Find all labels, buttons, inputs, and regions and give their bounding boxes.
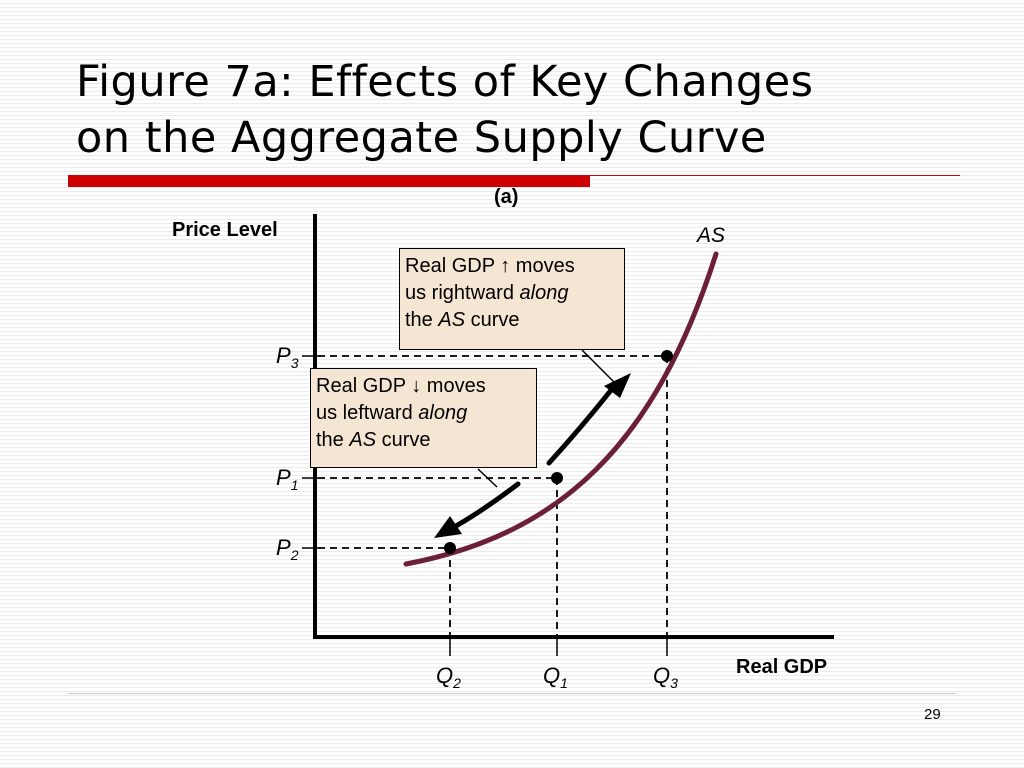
callout-leftward-line3: the AS curve (316, 429, 431, 451)
as-curve (403, 251, 719, 567)
callout-leftward-line1: Real GDP ↓ moves (316, 375, 486, 397)
price-label-p1: P1 (276, 465, 299, 493)
price-label-p3: P3 (276, 343, 299, 371)
y-axis-label: Price Level (172, 219, 278, 241)
x-axis-label: Real GDP (736, 656, 828, 678)
slide-title: Figure 7a: Effects of Key Changes on the… (76, 54, 976, 166)
title-underline-accent (68, 175, 590, 187)
callout-rightward-line1: Real GDP ↑ moves (405, 255, 575, 277)
callout-rightward-line3: the AS curve (405, 309, 520, 331)
title-line-1: Figure 7a: Effects of Key Changes (76, 57, 814, 107)
arrow-rightward-along (546, 373, 631, 466)
point-p3-q3 (661, 350, 673, 362)
callout-rightward-line2: us rightward along (405, 282, 569, 304)
point-p1-q1 (551, 472, 563, 484)
price-label-p2: P2 (276, 535, 299, 563)
panel-label: (a) (494, 186, 519, 208)
callout-leftward: Real GDP ↓ moves us leftward along the A… (310, 368, 537, 468)
quantity-label-q2: Q2 (436, 663, 461, 691)
curve-label-as: AS (697, 224, 726, 247)
arrow-leftward-along (434, 481, 521, 538)
footer-divider (68, 693, 956, 694)
quantity-label-q1: Q1 (543, 663, 568, 691)
quantity-label-q3: Q3 (653, 663, 678, 691)
page-number: 29 (924, 706, 941, 723)
title-line-2: on the Aggregate Supply Curve (76, 113, 767, 163)
callout-up-pointer (581, 349, 615, 383)
point-p2-q2 (444, 542, 456, 554)
callout-down-pointer (477, 468, 498, 488)
callout-rightward: Real GDP ↑ moves us rightward along the … (399, 248, 625, 350)
title-underline-thin (590, 175, 960, 176)
callout-leftward-line2: us leftward along (316, 402, 468, 424)
